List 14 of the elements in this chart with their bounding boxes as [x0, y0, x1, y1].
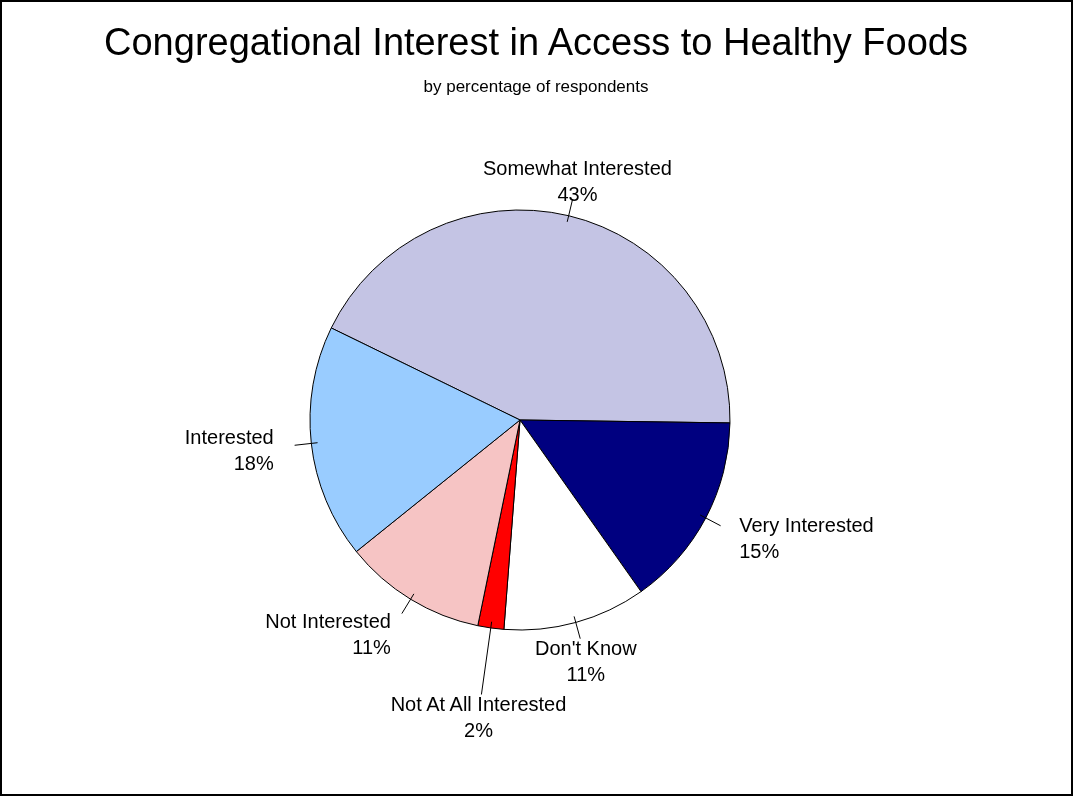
slice-label: Interested [184, 425, 274, 448]
chart-subtitle: by percentage of respondents [423, 77, 649, 96]
data-label: 2% [464, 719, 494, 742]
data-label: 43% [557, 182, 598, 205]
slice-label: Not At All Interested [390, 693, 567, 716]
chart-title: Congregational Interest in Access to Healthy Foods [104, 21, 968, 63]
slice-label: Not Interested [265, 609, 391, 632]
data-label: 18% [233, 451, 274, 474]
data-label: 11% [566, 662, 606, 685]
slice-label: Somewhat Interested [482, 156, 672, 179]
slice-label: Don't Know [534, 636, 638, 659]
data-label: 11% [352, 635, 392, 658]
data-label: 15% [739, 539, 780, 562]
slice-label: Very Interested [739, 513, 874, 536]
